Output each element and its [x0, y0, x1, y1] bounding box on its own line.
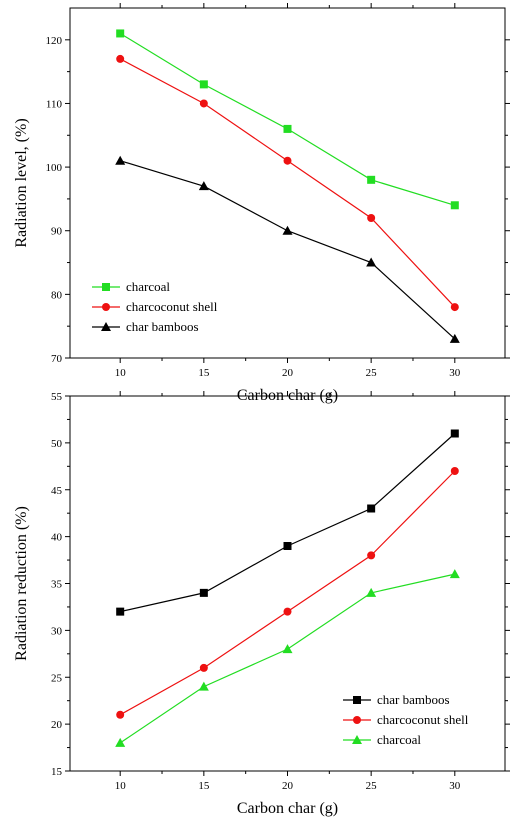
- data-point: [450, 467, 459, 475]
- series-line: [119, 58, 456, 308]
- series-char-bamboos: [115, 155, 460, 343]
- data-point: [366, 587, 377, 597]
- legend-label: char bamboos: [126, 319, 199, 334]
- y-tick-label: 90: [51, 226, 63, 238]
- y-tick-label: 15: [51, 766, 63, 778]
- series-line: [119, 32, 455, 206]
- data-point: [283, 156, 292, 165]
- y-tick-label: 45: [51, 485, 63, 497]
- legend-marker: [102, 283, 110, 291]
- x-tick-label: 30: [449, 780, 461, 792]
- data-point: [282, 225, 293, 235]
- data-point: [449, 333, 460, 343]
- y-tick-label: 100: [46, 162, 63, 174]
- data-point: [366, 257, 377, 267]
- legend-label: charcoconut shell: [126, 299, 218, 314]
- x-tick-label: 15: [198, 367, 210, 379]
- data-point: [450, 303, 459, 312]
- legend-label: charcoconut shell: [377, 712, 469, 727]
- y-tick-label: 55: [51, 391, 63, 403]
- y-axis-title: Radiation reduction (%): [13, 506, 30, 661]
- data-point: [283, 542, 292, 550]
- y-tick-label: 20: [51, 719, 63, 731]
- data-point: [367, 214, 376, 222]
- data-point: [116, 54, 125, 63]
- data-point: [198, 681, 209, 691]
- data-point: [199, 663, 208, 672]
- x-tick-label: 30: [449, 367, 461, 379]
- data-point: [282, 644, 293, 654]
- y-tick-label: 120: [46, 35, 63, 47]
- data-point: [283, 124, 292, 133]
- y-tick-label: 30: [51, 625, 63, 637]
- data-point: [450, 201, 459, 210]
- series-charcoconut-shell: [116, 54, 459, 312]
- x-tick-label: 10: [115, 367, 127, 379]
- data-point: [198, 181, 209, 191]
- y-axis-title: Radiation level, (%): [13, 118, 30, 247]
- legend-label: char bamboos: [377, 692, 450, 707]
- series-char-bamboos: [116, 429, 459, 616]
- legend-label: charcoal: [126, 279, 170, 294]
- y-tick-label: 35: [51, 579, 63, 591]
- data-point: [115, 737, 126, 747]
- data-point: [367, 551, 376, 560]
- y-tick-label: 40: [51, 532, 63, 544]
- data-point: [199, 99, 208, 108]
- x-tick-label: 20: [282, 780, 294, 792]
- data-point: [283, 607, 292, 616]
- legend-marker: [353, 716, 361, 724]
- data-point: [116, 607, 125, 616]
- x-tick-label: 15: [198, 780, 210, 792]
- data-point: [115, 155, 126, 165]
- legend-marker: [101, 322, 111, 331]
- legend-marker: [102, 303, 110, 311]
- y-tick-label: 25: [51, 672, 63, 684]
- series-charcoconut-shell: [116, 467, 459, 719]
- data-point: [367, 175, 376, 184]
- x-tick-label: 25: [366, 367, 378, 379]
- legend-marker: [353, 696, 361, 704]
- x-tick-label: 10: [115, 780, 127, 792]
- data-point: [116, 710, 125, 719]
- data-point: [450, 429, 459, 438]
- data-point: [199, 80, 208, 89]
- x-axis-title: Carbon char (g): [237, 800, 338, 817]
- y-tick-label: 70: [51, 353, 63, 365]
- data-point: [116, 29, 125, 38]
- data-point: [367, 504, 376, 513]
- y-tick-label: 110: [46, 98, 63, 110]
- y-tick-label: 80: [51, 289, 63, 301]
- data-point: [449, 569, 460, 579]
- x-tick-label: 25: [366, 780, 378, 792]
- legend-label: charcoal: [377, 732, 421, 747]
- x-tick-label: 20: [282, 367, 294, 379]
- series-charcoal: [115, 569, 460, 747]
- data-point: [199, 588, 208, 597]
- legend-marker: [352, 735, 362, 744]
- y-tick-label: 50: [51, 438, 63, 450]
- series-line: [119, 470, 456, 716]
- chart-2: 10 15 20 25 30 15 20 25 30 35 40 45 50 55 Carbon char …: [13, 391, 510, 817]
- series-charcoal: [116, 29, 459, 210]
